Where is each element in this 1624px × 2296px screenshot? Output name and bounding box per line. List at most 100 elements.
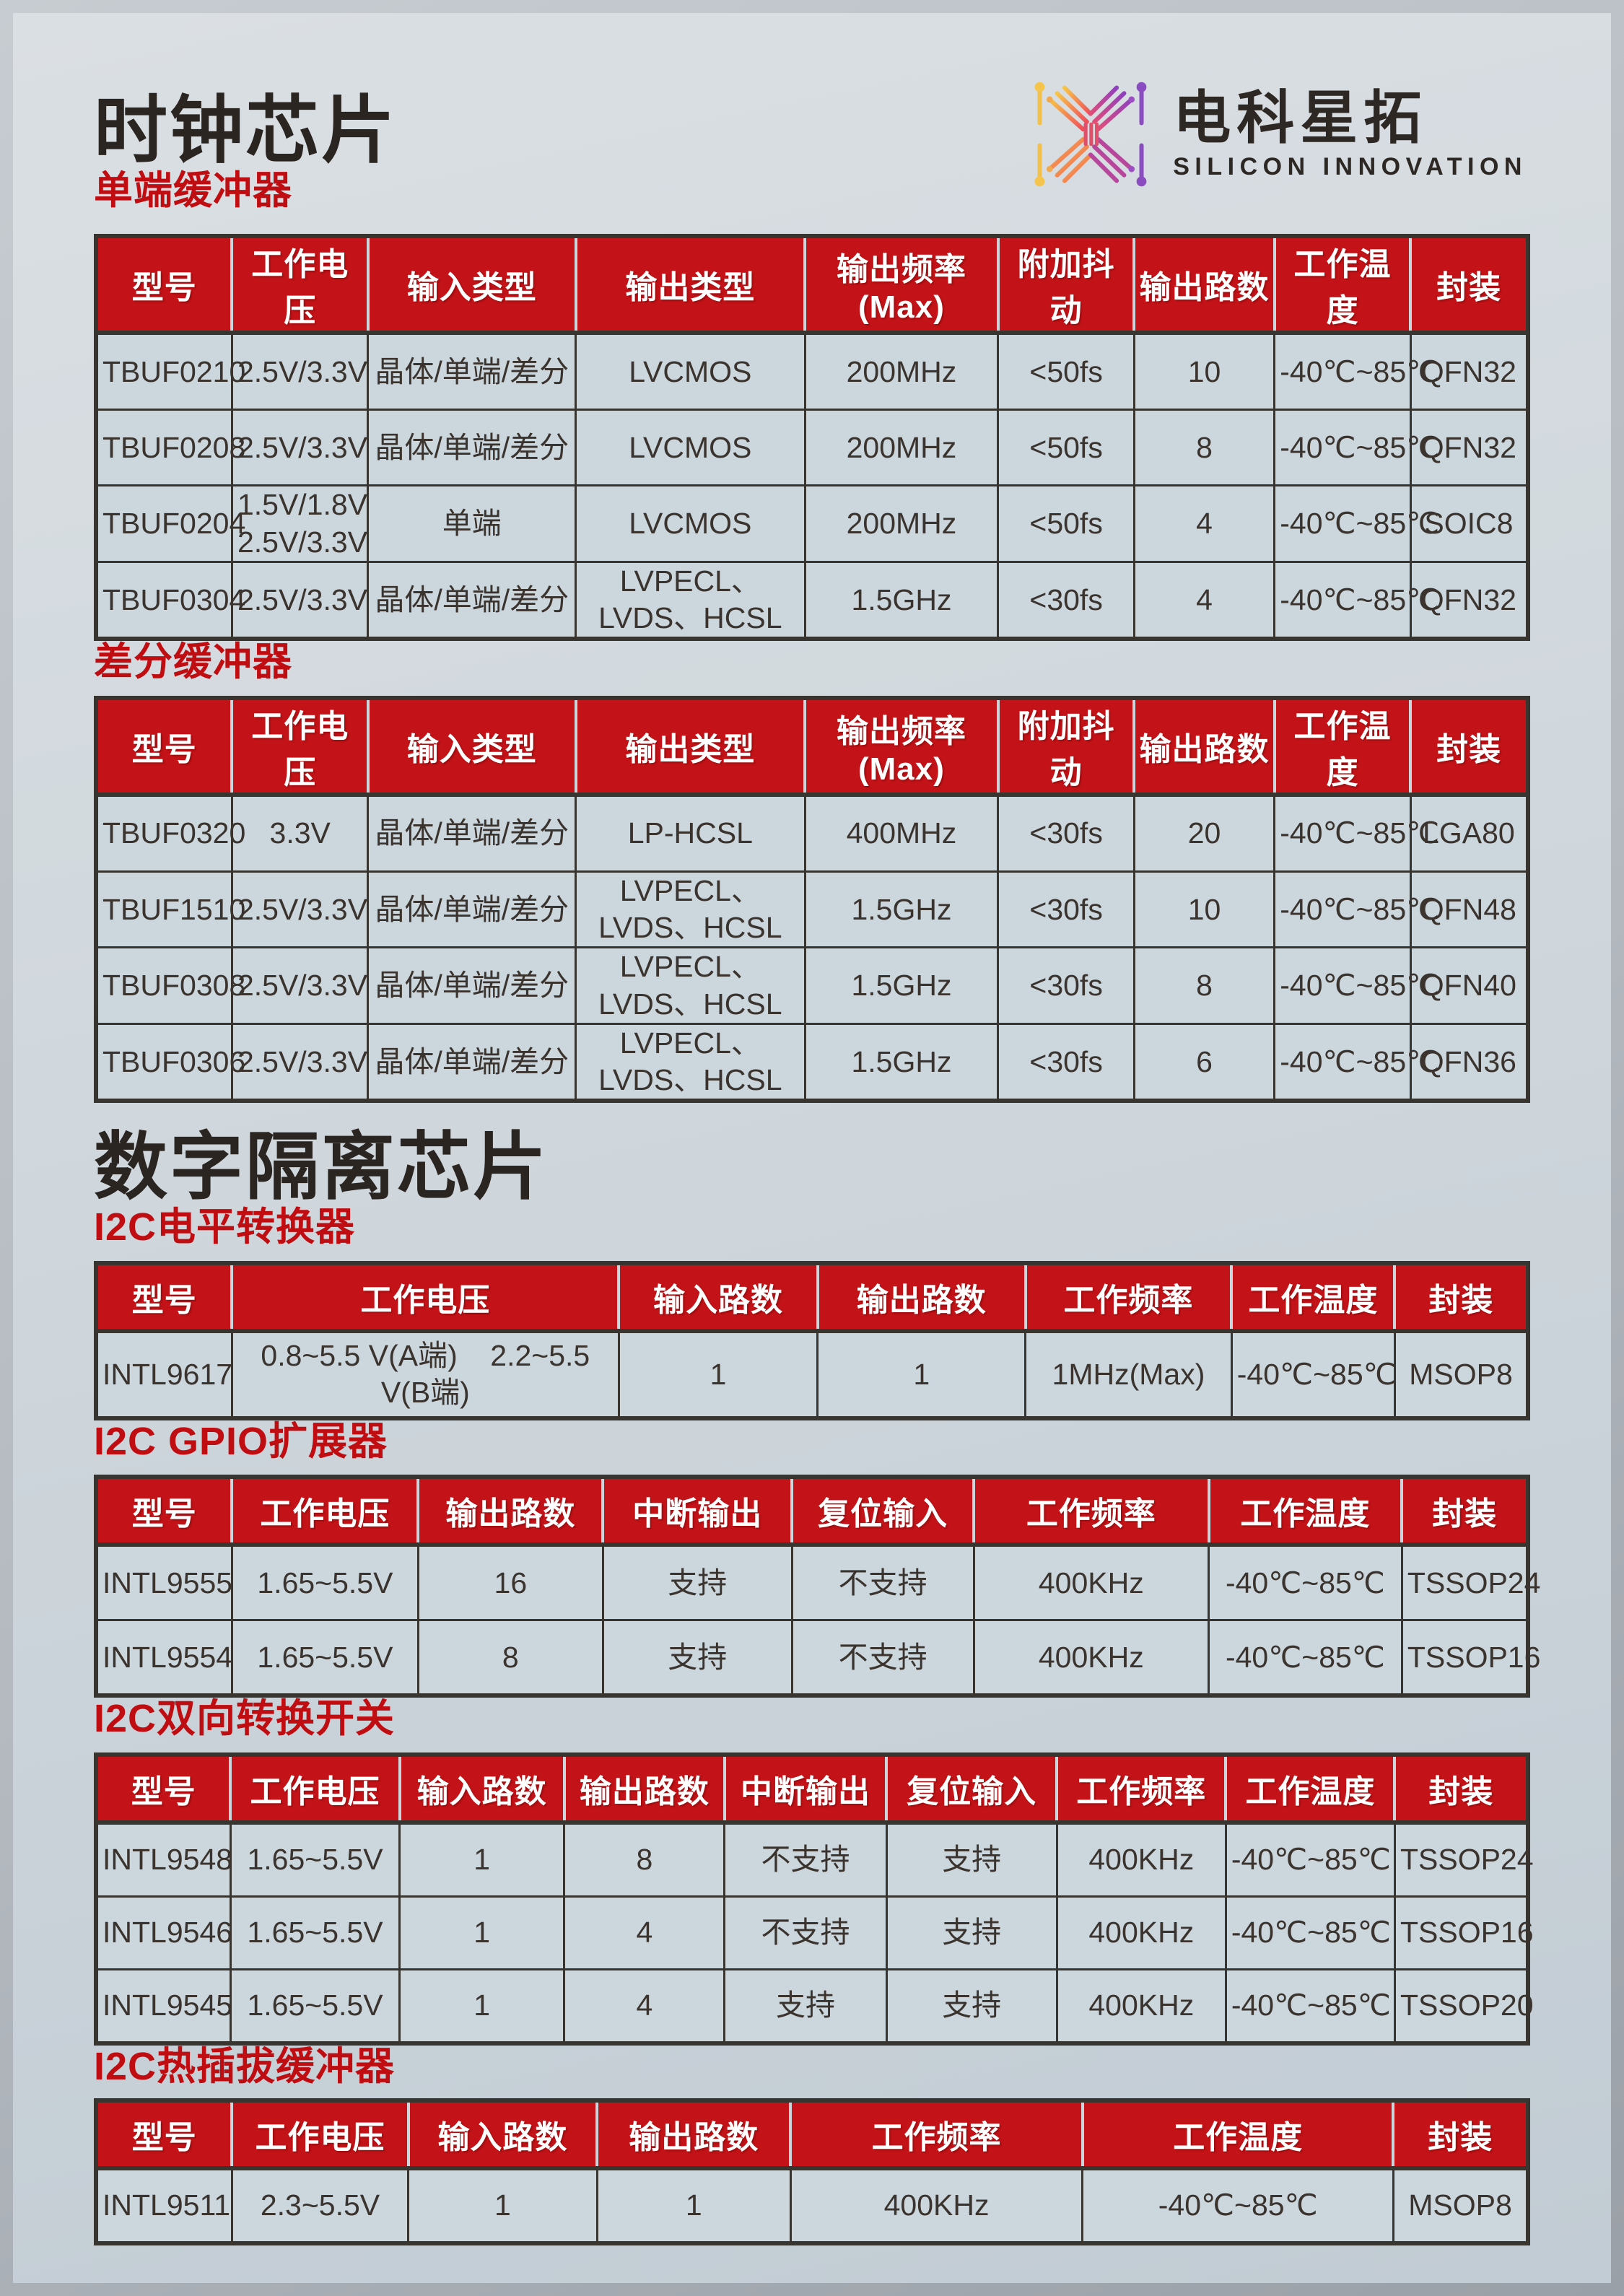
cell: 不支持 xyxy=(790,1543,975,1622)
column-header: 工作温度 xyxy=(1081,2100,1395,2171)
subtitle-differential-buffer: 差分缓冲器 xyxy=(94,640,292,684)
brand-logo: 电科星拓 SILICON INNOVATION xyxy=(1029,72,1527,196)
column-header: 复位输入 xyxy=(790,1477,976,1548)
column-header: 工作电压 xyxy=(230,2100,410,2171)
column-header: 型号 xyxy=(96,236,234,336)
subtitle-i2c-level-translator: I2C电平转换器 xyxy=(94,1205,356,1249)
brand-logo-icon xyxy=(1034,82,1147,187)
column-header: 型号 xyxy=(96,1262,234,1333)
cell: 晶体/单端/差分 xyxy=(367,870,577,949)
cell: -40℃~85℃ xyxy=(1081,2167,1394,2245)
column-header: 输入类型 xyxy=(366,236,577,336)
cell: TBUF0204 xyxy=(95,484,245,563)
column-header: 输入路数 xyxy=(406,2100,599,2171)
cell: 400MHz xyxy=(803,793,1000,873)
cell: 晶体/单端/差分 xyxy=(367,560,577,640)
cell: 1 xyxy=(407,2167,598,2245)
cell: -40℃~85℃ xyxy=(1230,1330,1397,1420)
header-row: 型号 工作电压 输入路数 输出路数 工作频率 工作温度 封装 xyxy=(96,2100,1528,2171)
cell: 8 xyxy=(1132,409,1276,487)
cell: LGA80 xyxy=(1409,793,1529,873)
cell: 1.65~5.5V xyxy=(229,1968,401,2045)
header-row: 型号 工作电压 输出路数 中断输出 复位输入 工作频率 工作温度 封装 xyxy=(96,1477,1528,1548)
cell: 8 xyxy=(416,1619,604,1697)
column-header: 输出类型 xyxy=(574,236,807,336)
cell: 1 xyxy=(398,1821,566,1898)
cell: QFN36 xyxy=(1409,1022,1529,1102)
cell: 400KHz xyxy=(1055,1821,1227,1898)
table-row: INTL9546 1.65~5.5V 1 4 不支持 支持 400KHz -40℃~85℃ TS… xyxy=(95,1895,1534,1970)
table-row: TBUF0204 1.5V/1.8V 2.5V/3.3V 单端 LVCMOS 200MH… xyxy=(95,484,1529,563)
cell: TBUF0308 xyxy=(95,946,245,1025)
column-header: 工作频率 xyxy=(789,2100,1084,2171)
cell: 2.5V/3.3V xyxy=(230,1022,370,1102)
cell: TSSOP24 xyxy=(1400,1543,1540,1622)
cell: 晶体/单端/差分 xyxy=(367,946,577,1025)
cell: -40℃~85℃ xyxy=(1224,1821,1396,1898)
cell: 晶体/单端/差分 xyxy=(367,1022,577,1102)
cell: 1 xyxy=(595,2167,792,2245)
cell: -40℃~85℃ xyxy=(1273,1022,1439,1102)
cell: TBUF1510 xyxy=(95,870,245,949)
column-header: 附加抖动 xyxy=(996,236,1136,336)
cell: LVPECL、LVDS、HCSL xyxy=(575,1022,806,1102)
cell: 400KHz xyxy=(1055,1968,1227,2045)
column-header: 工作电压 xyxy=(230,1477,420,1548)
brand-text: 电科星拓 SILICON INNOVATION xyxy=(1173,87,1527,181)
cell: QFN32 xyxy=(1409,560,1529,640)
cell: <50fs xyxy=(997,409,1135,487)
table-row: INTL9548 1.65~5.5V 1 8 不支持 支持 400KHz -40℃~85℃ TS… xyxy=(95,1821,1534,1898)
cell: 10 xyxy=(1132,870,1276,949)
cell: <50fs xyxy=(997,331,1135,411)
cell: <30fs xyxy=(997,560,1135,640)
column-header: 附加抖动 xyxy=(996,697,1136,797)
cell: INTL9545 xyxy=(95,1968,232,2045)
cell: QFN32 xyxy=(1409,409,1529,487)
cell: 2.5V/3.3V xyxy=(230,409,370,487)
cell: 400KHz xyxy=(1055,1895,1227,1970)
cell: <50fs xyxy=(997,484,1135,563)
cell: 1.65~5.5V xyxy=(229,1895,401,1970)
column-header: 封装 xyxy=(1409,697,1528,797)
header-row: 型号 工作电压 输入路数 输出路数 中断输出 复位输入 工作频率 工作温度 封装 xyxy=(96,1754,1528,1825)
column-header: 中断输出 xyxy=(722,1754,889,1825)
column-header: 工作温度 xyxy=(1224,1754,1397,1825)
cell: LVPECL、LVDS、HCSL xyxy=(575,870,806,949)
table-row: INTL9617 0.8~5.5 V(A端) 2.2~5.5 V(B端) 1 1 1MH… xyxy=(95,1330,1529,1420)
cell: 4 xyxy=(1132,484,1276,563)
table-row: INTL9555 1.65~5.5V 16 支持 不支持 400KHz -40℃~85℃ TS… xyxy=(95,1543,1540,1622)
table-row: TBUF0304 2.5V/3.3V 晶体/单端/差分 LVPECL、LVDS、HCS… xyxy=(95,560,1529,640)
cell: LVCMOS xyxy=(575,484,806,563)
cell: -40℃~85℃ xyxy=(1273,560,1439,640)
cell: 10 xyxy=(1132,331,1276,411)
column-header: 封装 xyxy=(1393,1754,1528,1825)
cell: MSOP8 xyxy=(1393,1330,1529,1420)
cell: 支持 xyxy=(885,1968,1058,2045)
cell: INTL9546 xyxy=(95,1895,232,1970)
column-header: 工作温度 xyxy=(1230,1262,1397,1333)
cell: INTL9554 xyxy=(95,1619,233,1697)
cell: 2.5V/3.3V xyxy=(230,331,370,411)
cell: 晶体/单端/差分 xyxy=(367,331,577,411)
cell: 200MHz xyxy=(803,484,1000,563)
cell: SOIC8 xyxy=(1409,484,1529,563)
column-header: 工作电压 xyxy=(229,1754,401,1825)
column-header: 型号 xyxy=(96,2100,234,2171)
cell: 1.5V/1.8V 2.5V/3.3V xyxy=(230,484,370,563)
column-header: 工作温度 xyxy=(1272,236,1413,336)
cell: MSOP8 xyxy=(1392,2167,1529,2245)
cell: TBUF0208 xyxy=(95,409,245,487)
cell: TBUF0306 xyxy=(95,1022,245,1102)
cell: 1 xyxy=(617,1330,819,1420)
cell: 不支持 xyxy=(790,1619,975,1697)
cell: 1 xyxy=(398,1968,566,2045)
table-row: INTL9545 1.65~5.5V 1 4 支持 支持 400KHz -40℃~85℃ TSS… xyxy=(95,1968,1534,2045)
cell: LVCMOS xyxy=(575,331,806,411)
column-header: 输出路数 xyxy=(562,1754,726,1825)
cell: 2.5V/3.3V xyxy=(230,870,370,949)
cell: TSSOP16 xyxy=(1393,1895,1534,1970)
table-row: TBUF0210 2.5V/3.3V 晶体/单端/差分 LVCMOS 200MHz <50… xyxy=(95,331,1529,411)
cell: INTL9548 xyxy=(95,1821,232,1898)
cell: 0.8~5.5 V(A端) 2.2~5.5 V(B端) xyxy=(230,1330,620,1420)
cell: LP-HCSL xyxy=(575,793,806,873)
